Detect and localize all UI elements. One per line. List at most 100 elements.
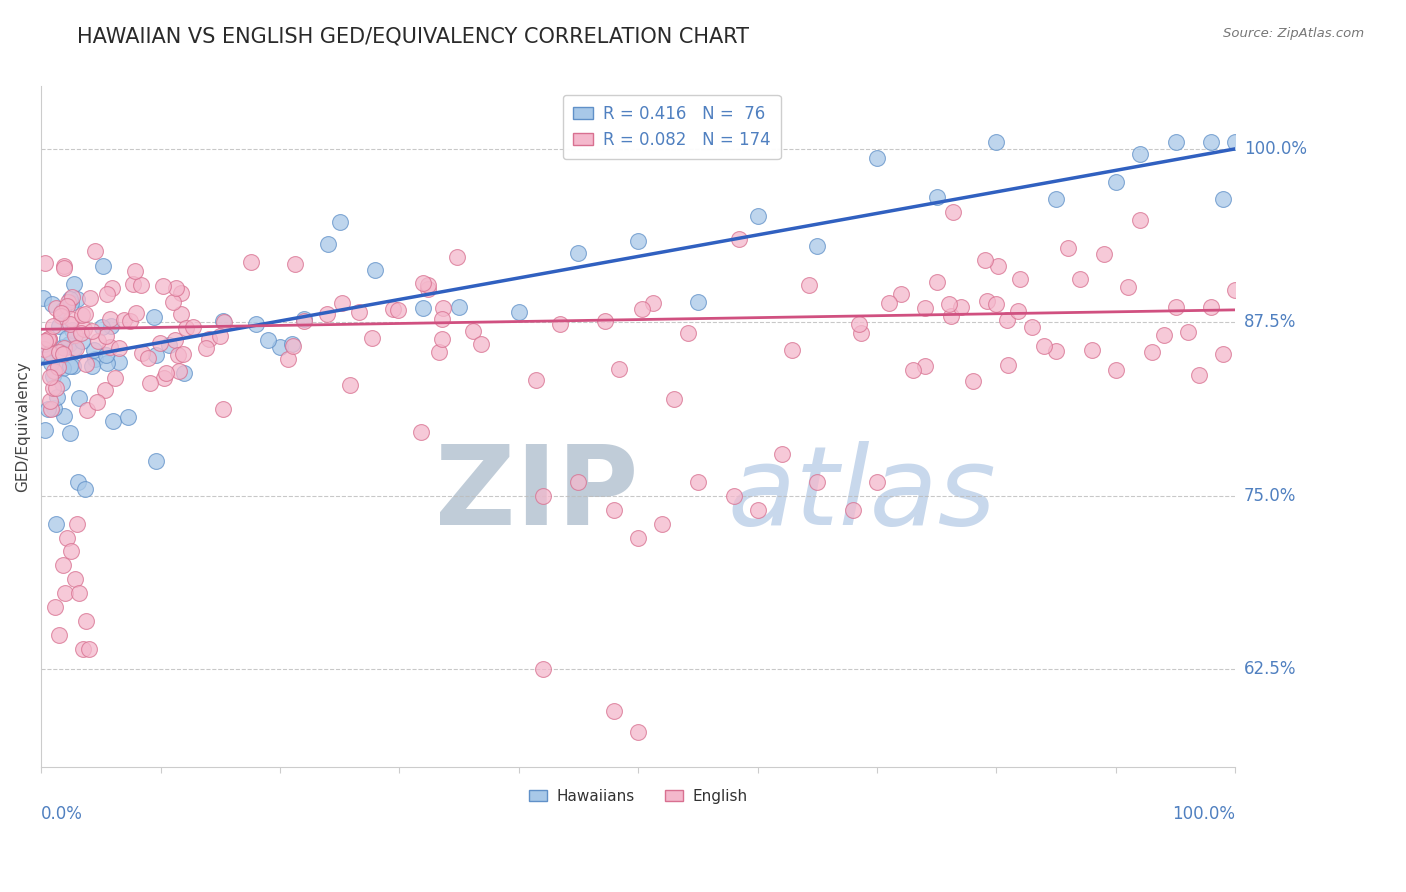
Point (651, 516, 673, 531)
Point (747, 502, 769, 516)
Legend: Hawaiians, English: Hawaiians, English (523, 783, 754, 810)
Point (1164, 135, 1187, 149)
Point (103, 414, 125, 428)
Point (49, 309, 72, 323)
Point (56, 531, 79, 545)
Point (42, 364, 65, 378)
Point (986, 135, 1008, 149)
Point (209, 329, 232, 343)
Point (77, 641, 100, 656)
Point (292, 314, 315, 328)
Point (925, 189, 948, 203)
Point (76, 403, 98, 417)
Point (52, 260, 75, 275)
Point (866, 151, 889, 165)
Point (284, 257, 307, 271)
Point (641, 295, 664, 310)
Point (212, 314, 235, 328)
Point (58, 337, 80, 351)
Point (470, 337, 492, 351)
Point (676, 326, 699, 340)
Point (1212, 347, 1234, 361)
Point (107, 341, 129, 355)
Text: 100.0%: 100.0% (1244, 140, 1306, 158)
Point (65, 327, 87, 342)
Point (100, 318, 122, 333)
Point (46, 359, 69, 374)
Point (432, 301, 454, 315)
Point (938, 296, 960, 310)
Point (364, 263, 387, 277)
Point (914, 301, 936, 315)
Point (901, 363, 924, 377)
Point (806, 239, 828, 253)
Point (1188, 368, 1211, 382)
Point (91, 259, 114, 273)
Point (1201, 301, 1223, 315)
Point (432, 312, 454, 326)
Point (100, 340, 122, 354)
Point (38, 332, 60, 346)
Point (245, 318, 267, 332)
Point (94, 329, 117, 343)
Point (925, 275, 948, 289)
Point (914, 359, 936, 374)
Point (330, 296, 353, 310)
Point (986, 297, 1008, 311)
Point (79, 291, 101, 305)
Point (1092, 246, 1115, 260)
Text: 0.0%: 0.0% (41, 805, 83, 823)
Point (548, 317, 571, 331)
Point (84, 244, 107, 259)
Point (48, 344, 70, 359)
Point (1105, 175, 1128, 189)
Point (595, 314, 617, 328)
Point (664, 392, 686, 406)
Point (56, 294, 79, 309)
Point (387, 302, 409, 317)
Point (1225, 135, 1247, 149)
Point (1153, 327, 1175, 342)
Point (890, 286, 912, 301)
Point (152, 278, 174, 293)
Point (38, 345, 60, 359)
Point (1033, 338, 1056, 352)
Point (67, 391, 90, 405)
Point (257, 333, 280, 347)
Point (153, 371, 176, 385)
Point (163, 333, 186, 347)
Point (34, 337, 56, 351)
Point (42, 381, 65, 395)
Point (59, 359, 82, 374)
Point (60, 323, 83, 337)
Point (848, 317, 870, 331)
Point (939, 309, 962, 323)
Point (432, 332, 454, 346)
Point (44, 599, 66, 614)
Point (59, 544, 82, 558)
Point (1212, 192, 1234, 206)
Point (117, 410, 139, 425)
Point (45, 516, 67, 531)
Point (567, 475, 589, 489)
Point (75, 357, 97, 371)
Point (167, 364, 190, 378)
Point (531, 489, 554, 503)
Point (973, 252, 995, 267)
Point (46, 358, 69, 372)
Point (39, 401, 62, 416)
Point (1057, 241, 1080, 255)
Point (121, 277, 143, 291)
Point (70, 308, 93, 322)
Point (52, 347, 75, 361)
Point (277, 351, 299, 366)
Point (627, 531, 650, 545)
Point (90, 320, 112, 334)
Point (269, 340, 291, 354)
Text: 87.5%: 87.5% (1244, 313, 1296, 331)
Point (866, 475, 889, 489)
Point (987, 259, 1010, 273)
Point (145, 348, 167, 362)
Point (67, 586, 90, 600)
Point (194, 341, 217, 355)
